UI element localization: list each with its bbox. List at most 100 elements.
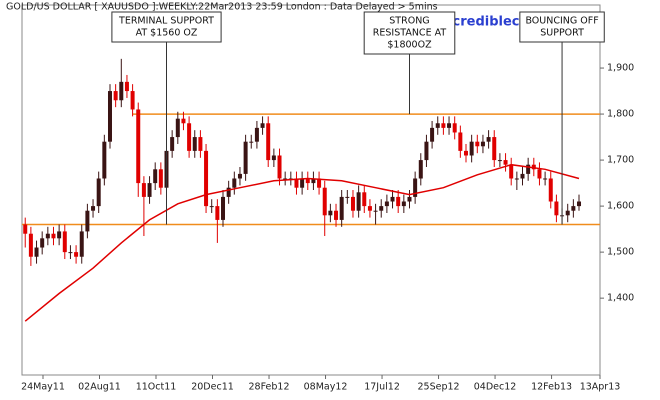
candle-body bbox=[79, 231, 84, 257]
candle-body bbox=[254, 127, 259, 142]
candle-body bbox=[486, 137, 491, 142]
candle-body bbox=[339, 196, 344, 220]
x-tick-label: 25Sep12 bbox=[418, 382, 460, 393]
candle-body bbox=[237, 173, 242, 179]
candle-body bbox=[350, 196, 355, 211]
candle-body bbox=[260, 123, 265, 128]
annotation-box bbox=[519, 11, 605, 43]
candle-body bbox=[537, 169, 542, 179]
candle-body bbox=[441, 123, 446, 128]
x-tick-label: 04Dec12 bbox=[474, 382, 517, 393]
candle-body bbox=[373, 210, 378, 212]
candle-body bbox=[141, 183, 146, 197]
candle-body bbox=[243, 141, 248, 174]
candle-body bbox=[565, 210, 570, 216]
candle-body bbox=[130, 91, 135, 110]
y-tick-label: 1,800 bbox=[607, 109, 634, 120]
candle-body bbox=[51, 233, 56, 239]
candle-body bbox=[107, 91, 112, 142]
candle-body bbox=[571, 206, 576, 211]
candle-body bbox=[328, 210, 333, 216]
candle-body bbox=[531, 164, 536, 170]
candle-body bbox=[23, 224, 28, 234]
plot-frame bbox=[21, 4, 601, 376]
candle-body bbox=[124, 81, 129, 92]
candle-body bbox=[28, 233, 33, 257]
candle-body bbox=[548, 178, 553, 202]
annotation-text: $1800OZ bbox=[387, 40, 432, 51]
candle-body bbox=[322, 187, 327, 216]
candle-body bbox=[62, 231, 67, 253]
y-tick-label: 1,600 bbox=[607, 201, 634, 212]
candle-body bbox=[526, 164, 531, 174]
candle-body bbox=[480, 141, 485, 147]
candle-body bbox=[147, 183, 152, 197]
candle-body bbox=[458, 132, 463, 151]
candle-body bbox=[447, 123, 452, 128]
candle-body bbox=[215, 206, 220, 220]
candle-body bbox=[435, 123, 440, 128]
annotation-text: TERMINAL SUPPORT bbox=[118, 16, 214, 27]
moving-average bbox=[24, 163, 580, 322]
x-tick-label: 17Jul12 bbox=[364, 382, 400, 393]
y-tick-label: 1,900 bbox=[607, 63, 634, 74]
candle-body bbox=[192, 137, 197, 151]
candle-body bbox=[57, 231, 62, 239]
candle-body bbox=[198, 137, 203, 151]
candle-body bbox=[334, 210, 339, 220]
candle-body bbox=[40, 238, 45, 248]
candle-body bbox=[384, 201, 389, 207]
x-tick-label: 12Feb13 bbox=[531, 382, 572, 393]
candle-body bbox=[136, 109, 141, 184]
candle-body bbox=[367, 206, 372, 211]
candle-body bbox=[430, 127, 435, 142]
candle-body bbox=[543, 178, 548, 180]
candle-body bbox=[175, 118, 180, 138]
candle-body bbox=[424, 141, 429, 161]
candle-body bbox=[158, 169, 163, 188]
candle-body bbox=[509, 164, 514, 179]
candle-body bbox=[356, 192, 361, 211]
candle-body bbox=[74, 252, 79, 257]
candle-body bbox=[503, 160, 508, 165]
candle-body bbox=[119, 81, 124, 101]
candle-body bbox=[418, 160, 423, 179]
y-tick-label: 1,700 bbox=[607, 155, 634, 166]
candle-body bbox=[113, 91, 118, 101]
chart-title: GOLD/US DOLLAR [ XAUUSDO ]:WEEKLY:22Mar2… bbox=[6, 2, 438, 13]
annotation-text: SUPPORT bbox=[540, 28, 584, 39]
candle-body bbox=[514, 178, 519, 180]
y-tick-label: 1,400 bbox=[607, 293, 634, 304]
annotation-box bbox=[363, 11, 456, 55]
y-tick-label: 1,500 bbox=[607, 247, 634, 258]
candle-body bbox=[85, 210, 90, 232]
annotation-text: AT $1560 OZ bbox=[136, 28, 198, 39]
candle-body bbox=[520, 173, 525, 179]
x-tick-label: 02Aug11 bbox=[78, 382, 121, 393]
candle-body bbox=[266, 123, 271, 161]
candle-body bbox=[305, 178, 310, 184]
candle-body bbox=[221, 196, 226, 220]
candle-body bbox=[396, 196, 401, 207]
candle-body bbox=[277, 155, 282, 179]
candle-body bbox=[209, 206, 214, 208]
candle-body bbox=[204, 150, 209, 207]
candle-body bbox=[170, 137, 175, 151]
candle-body bbox=[407, 196, 412, 202]
candle-body bbox=[311, 178, 316, 184]
candle-body bbox=[469, 141, 474, 156]
x-tick-label: 08May12 bbox=[304, 382, 348, 393]
x-tick-label: 24May11 bbox=[21, 382, 65, 393]
candle-body bbox=[475, 141, 480, 147]
candle-body bbox=[345, 196, 350, 198]
candle-body bbox=[271, 155, 276, 161]
candle-body bbox=[226, 187, 231, 197]
candle-body bbox=[317, 178, 322, 188]
candle-body bbox=[91, 206, 96, 211]
annotation-text: STRONG bbox=[389, 16, 429, 27]
candle-body bbox=[577, 201, 582, 207]
candle-body bbox=[379, 206, 384, 211]
candle-body bbox=[554, 201, 559, 216]
x-tick-label: 20Dec11 bbox=[191, 382, 234, 393]
